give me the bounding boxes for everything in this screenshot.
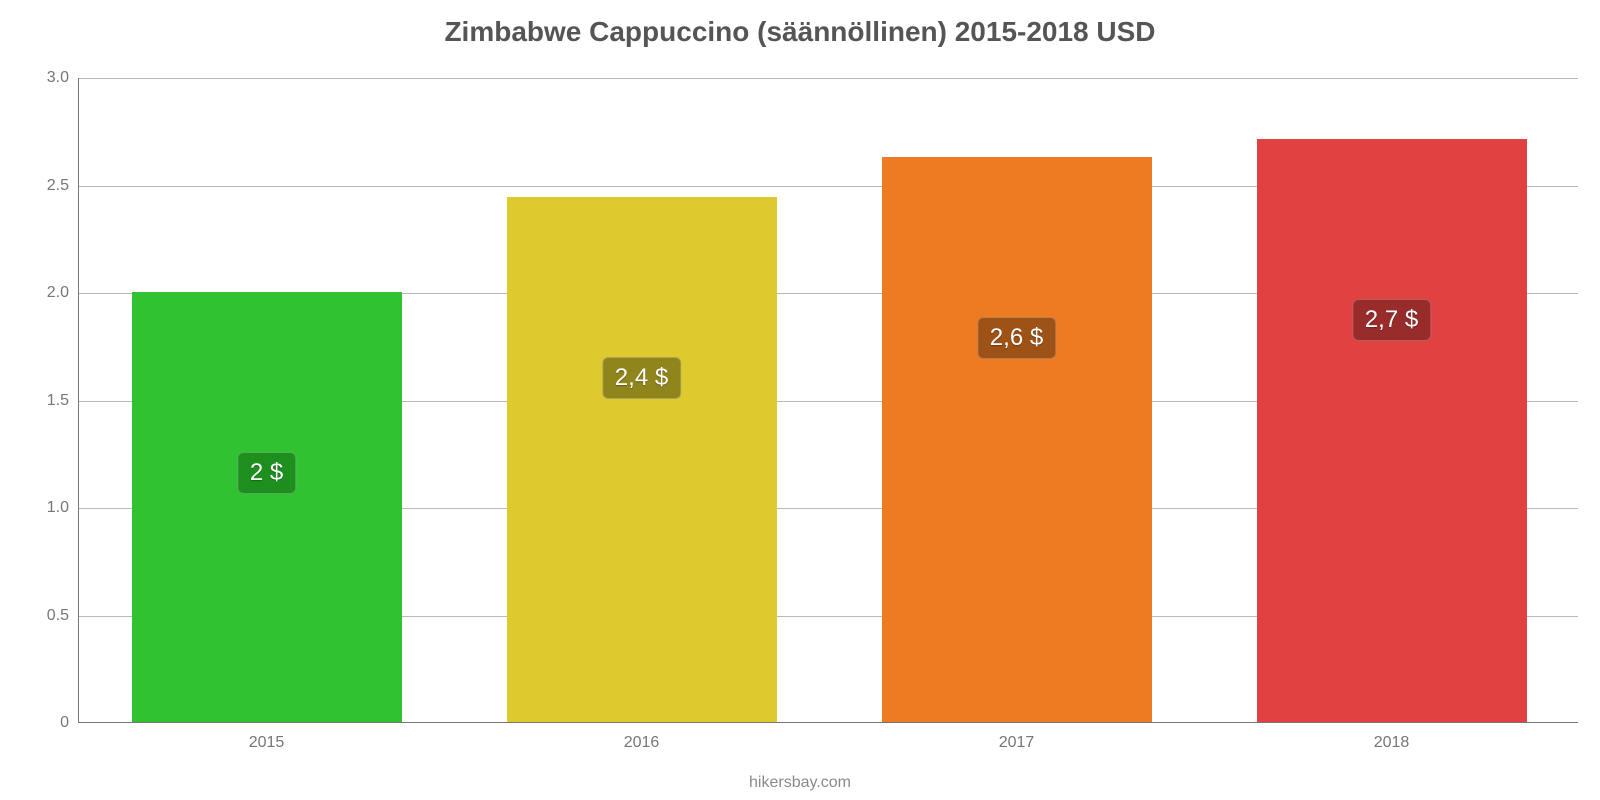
x-tick-label: 2016 [624, 734, 660, 752]
gridline [79, 78, 1578, 79]
bar [132, 292, 402, 722]
y-tick-label: 2.0 [47, 284, 69, 302]
bar-value-label: 2,7 $ [1352, 299, 1431, 341]
x-tick-label: 2015 [249, 734, 285, 752]
plot-area: 00.51.01.52.02.53.020152 $20162,4 $20172… [78, 78, 1578, 723]
y-tick-label: 0.5 [47, 607, 69, 625]
bar [1257, 139, 1527, 722]
bar-value-label: 2 $ [237, 452, 296, 494]
y-tick-label: 1.0 [47, 499, 69, 517]
credit-text: hikersbay.com [749, 774, 851, 792]
x-tick-label: 2018 [1374, 734, 1410, 752]
bar-value-label: 2,6 $ [977, 317, 1056, 359]
y-tick-label: 0 [60, 714, 69, 732]
chart-title: Zimbabwe Cappuccino (säännöllinen) 2015-… [0, 0, 1600, 48]
y-tick-label: 1.5 [47, 392, 69, 410]
bar [882, 157, 1152, 722]
bar-value-label: 2,4 $ [602, 357, 681, 399]
bar [507, 197, 777, 722]
y-tick-label: 2.5 [47, 177, 69, 195]
x-tick-label: 2017 [999, 734, 1035, 752]
chart-container: Zimbabwe Cappuccino (säännöllinen) 2015-… [0, 0, 1600, 800]
y-tick-label: 3.0 [47, 69, 69, 87]
